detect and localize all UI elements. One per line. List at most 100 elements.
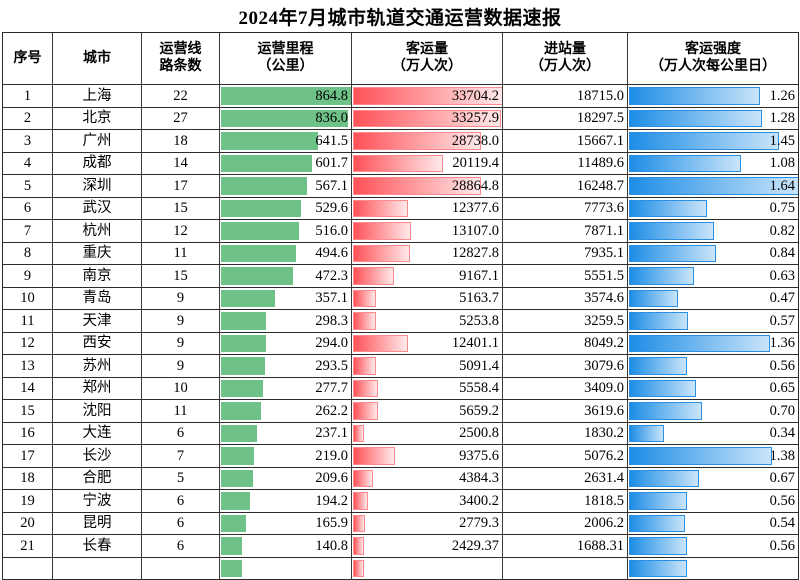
intensity-cell: 0.63 [628, 265, 798, 288]
passenger-volume-cell: 28738.0 [352, 130, 503, 153]
line-count-cell: 7 [142, 445, 220, 468]
mileage-cell: 237.1 [220, 423, 352, 446]
passenger-volume-databar [353, 200, 408, 218]
passenger-volume-cell: 5558.4 [352, 378, 503, 401]
table-row: 3 广州 18 641.5 28738.0 15667.1 1.45 [3, 130, 798, 153]
line-count-cell: 15 [142, 198, 220, 221]
intensity-cell: 1.28 [628, 108, 798, 131]
intensity-cell: 0.56 [628, 535, 798, 558]
passenger-volume-cell: 2779.3 [352, 513, 503, 536]
mileage-cell: 494.6 [220, 243, 352, 266]
mileage-cell: 277.7 [220, 378, 352, 401]
intensity-cell: 1.36 [628, 333, 798, 356]
mileage-databar [221, 267, 293, 285]
table-row: 1 上海 22 864.8 33704.2 18715.0 1.26 [3, 85, 798, 108]
mileage-databar [221, 515, 246, 533]
city-cell: 昆明 [53, 513, 142, 536]
mileage-cell: 864.8 [220, 85, 352, 108]
rank-cell: 11 [3, 310, 53, 333]
passenger-volume-databar [353, 312, 376, 330]
line-count-cell: 14 [142, 153, 220, 176]
passenger-volume-cell: 28864.8 [352, 175, 503, 198]
line-count-cell [142, 558, 220, 580]
intensity-databar [629, 312, 688, 330]
header-city: 城市 [53, 33, 142, 85]
passenger-volume-cell: 9375.6 [352, 445, 503, 468]
passenger-volume-databar [353, 267, 394, 285]
intensity-databar [629, 380, 696, 398]
city-cell: 沈阳 [53, 400, 142, 423]
table-row: 13 苏州 9 293.5 5091.4 3079.6 0.56 [3, 355, 798, 378]
station-entries-cell: 3259.5 [503, 310, 628, 333]
intensity-cell: 0.70 [628, 400, 798, 423]
intensity-databar [629, 537, 687, 555]
station-entries-cell: 3619.6 [503, 400, 628, 423]
table-row: 21 长春 6 140.8 2429.37 1688.31 0.56 [3, 535, 798, 558]
city-cell: 广州 [53, 130, 142, 153]
passenger-volume-databar [353, 402, 378, 420]
passenger-volume-cell: 33257.9 [352, 108, 503, 131]
passenger-volume-databar [353, 222, 411, 240]
header-passenger-volume-label: 客运量 [406, 43, 448, 57]
header-station-entries-label: 进站量 [544, 43, 586, 57]
table-header-row: 序号 城市 运营线 路条数 运营里程 （公里） 客运量 （万人次） 进站量 （万… [3, 33, 798, 85]
intensity-databar [629, 335, 770, 353]
intensity-cell: 0.57 [628, 310, 798, 333]
mileage-cell: 641.5 [220, 130, 352, 153]
line-count-cell: 9 [142, 310, 220, 333]
intensity-databar [629, 470, 699, 488]
passenger-volume-cell: 2500.8 [352, 423, 503, 446]
intensity-databar [629, 200, 707, 218]
mileage-databar [221, 132, 318, 150]
passenger-volume-cell: 20119.4 [352, 153, 503, 176]
city-cell: 上海 [53, 85, 142, 108]
header-mileage: 运营里程 （公里） [220, 33, 352, 85]
line-count-cell: 9 [142, 355, 220, 378]
rank-cell: 21 [3, 535, 53, 558]
passenger-volume-databar [353, 380, 378, 398]
intensity-databar [629, 222, 714, 240]
mileage-cell: 219.0 [220, 445, 352, 468]
table-body: 1 上海 22 864.8 33704.2 18715.0 1.26 2 北京 … [3, 85, 798, 580]
city-cell: 大连 [53, 423, 142, 446]
city-cell: 郑州 [53, 378, 142, 401]
header-line-count-label: 运营线 [160, 43, 202, 57]
station-entries-cell: 3409.0 [503, 378, 628, 401]
mileage-cell: 601.7 [220, 153, 352, 176]
rank-cell: 18 [3, 468, 53, 491]
station-entries-cell: 2006.2 [503, 513, 628, 536]
intensity-databar [629, 87, 760, 105]
passenger-volume-databar [353, 492, 368, 510]
table-row: 19 宁波 6 194.2 3400.2 1818.5 0.56 [3, 490, 798, 513]
mileage-cell: 529.6 [220, 198, 352, 221]
mileage-databar [221, 470, 253, 488]
station-entries-cell: 15667.1 [503, 130, 628, 153]
city-cell [53, 558, 142, 580]
passenger-volume-databar [353, 447, 395, 465]
table-row: 10 青岛 9 357.1 5163.7 3574.6 0.47 [3, 288, 798, 311]
station-entries-cell: 5076.2 [503, 445, 628, 468]
intensity-cell: 1.38 [628, 445, 798, 468]
station-entries-cell: 8049.2 [503, 333, 628, 356]
station-entries-cell: 7773.6 [503, 198, 628, 221]
rank-cell: 8 [3, 243, 53, 266]
line-count-cell: 17 [142, 175, 220, 198]
rank-cell: 6 [3, 198, 53, 221]
mileage-databar [221, 492, 250, 510]
city-cell: 重庆 [53, 243, 142, 266]
station-entries-cell: 18715.0 [503, 85, 628, 108]
table-row: 6 武汉 15 529.6 12377.6 7773.6 0.75 [3, 198, 798, 221]
header-rank: 序号 [3, 33, 53, 85]
line-count-cell: 18 [142, 130, 220, 153]
passenger-volume-cell: 4384.3 [352, 468, 503, 491]
header-intensity: 客运强度 （万人次每公里日） [628, 33, 798, 85]
intensity-databar [629, 492, 687, 510]
mileage-cell: 298.3 [220, 310, 352, 333]
rank-cell: 16 [3, 423, 53, 446]
mileage-databar [221, 402, 261, 420]
rank-cell: 19 [3, 490, 53, 513]
rank-cell: 15 [3, 400, 53, 423]
mileage-cell: 567.1 [220, 175, 352, 198]
line-count-cell: 6 [142, 513, 220, 536]
mileage-cell: 472.3 [220, 265, 352, 288]
